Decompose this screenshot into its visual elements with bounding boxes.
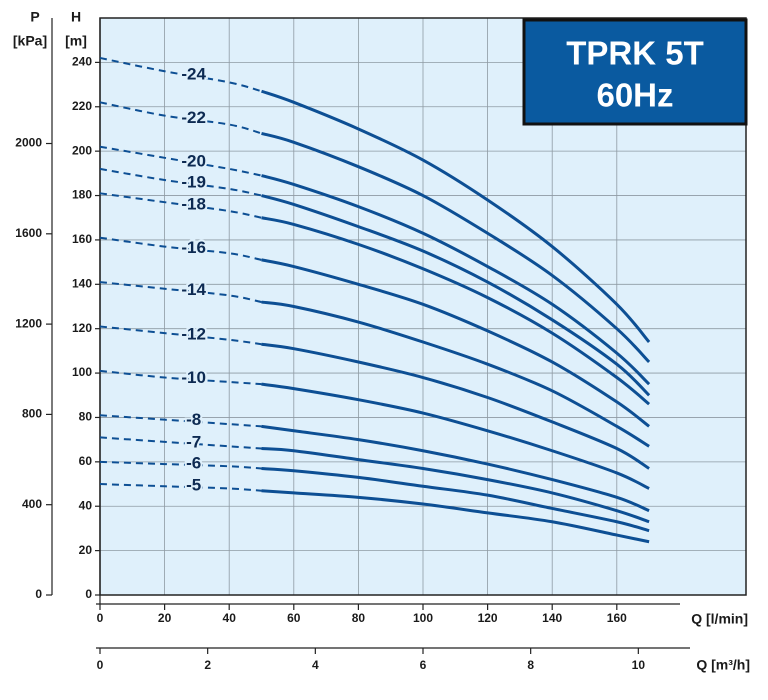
y-tick-label: 240 bbox=[72, 55, 92, 69]
curve bbox=[261, 131, 651, 364]
x2-tick-label: 4 bbox=[312, 658, 319, 672]
x-tick-label: 160 bbox=[607, 611, 627, 625]
y-tick-label: 0 bbox=[85, 587, 92, 601]
curve bbox=[261, 467, 650, 533]
curve-dashed bbox=[99, 325, 262, 346]
curve bbox=[261, 89, 651, 343]
y-tick-label: 40 bbox=[79, 498, 93, 512]
x2-tick-label: 8 bbox=[527, 658, 534, 672]
title: TPRK 5T bbox=[566, 35, 704, 72]
curve bbox=[261, 424, 650, 513]
x2-tick-label: 6 bbox=[420, 658, 427, 672]
curve-dashed bbox=[99, 281, 262, 304]
x2-axis-label: Q [m³/h] bbox=[696, 657, 750, 673]
p-tick-label: 0 bbox=[35, 587, 42, 601]
curve bbox=[261, 174, 651, 386]
p-axis-unit: [kPa] bbox=[13, 33, 47, 49]
series-label: -20 bbox=[181, 151, 206, 170]
series-label: -10 bbox=[181, 368, 206, 387]
y-tick-label: 100 bbox=[72, 365, 92, 379]
y-tick-label: 80 bbox=[79, 410, 93, 424]
curve-dashed bbox=[99, 101, 262, 135]
x2-tick-label: 2 bbox=[204, 658, 211, 672]
x-axis-label: Q [l/min] bbox=[691, 611, 748, 627]
subtitle: 60Hz bbox=[596, 77, 673, 114]
y-tick-label: 120 bbox=[72, 321, 92, 335]
y-tick-label: 140 bbox=[72, 276, 92, 290]
p-tick-label: 800 bbox=[22, 407, 42, 421]
curve bbox=[261, 300, 650, 448]
x-tick-label: 40 bbox=[223, 611, 237, 625]
series-label: -22 bbox=[181, 108, 206, 127]
curve-dashed bbox=[99, 192, 262, 219]
series-label: -24 bbox=[181, 65, 206, 84]
p-tick-label: 2000 bbox=[15, 136, 42, 150]
series-label: -7 bbox=[186, 432, 201, 451]
series-label: -14 bbox=[181, 280, 206, 299]
x-tick-label: 140 bbox=[542, 611, 562, 625]
curve-dashed bbox=[99, 414, 262, 428]
curve-dashed bbox=[99, 436, 262, 450]
curve bbox=[261, 194, 651, 397]
y-tick-label: 200 bbox=[72, 143, 92, 157]
curve bbox=[261, 382, 650, 490]
curve-dashed bbox=[99, 167, 262, 197]
curve bbox=[261, 216, 651, 406]
y-tick-label: 20 bbox=[79, 543, 93, 557]
x-tick-label: 0 bbox=[97, 611, 104, 625]
curve bbox=[261, 447, 650, 524]
series-label: -16 bbox=[181, 238, 206, 257]
p-axis-label: P bbox=[30, 9, 39, 25]
title-box bbox=[522, 18, 748, 126]
p-tick-label: 400 bbox=[22, 497, 42, 511]
curve-dashed bbox=[99, 483, 262, 492]
curve bbox=[261, 342, 650, 470]
series-label: -18 bbox=[181, 195, 206, 214]
x-tick-label: 100 bbox=[413, 611, 433, 625]
curve-dashed bbox=[99, 369, 262, 386]
series-label: -19 bbox=[181, 172, 206, 191]
x-tick-label: 60 bbox=[287, 611, 301, 625]
curve-dashed bbox=[99, 236, 262, 261]
curve-dashed bbox=[99, 460, 262, 470]
x-tick-label: 80 bbox=[352, 611, 366, 625]
y-tick-label: 180 bbox=[72, 188, 92, 202]
x2-tick-label: 10 bbox=[632, 658, 646, 672]
curve-dashed bbox=[99, 145, 262, 177]
curve bbox=[261, 489, 650, 544]
x-tick-label: 20 bbox=[158, 611, 172, 625]
x2-tick-label: 0 bbox=[97, 658, 104, 672]
series-label: -8 bbox=[186, 410, 201, 429]
p-tick-label: 1200 bbox=[15, 316, 42, 330]
y-axis-unit: [m] bbox=[65, 33, 87, 49]
p-tick-label: 1600 bbox=[15, 226, 42, 240]
x-tick-label: 120 bbox=[478, 611, 498, 625]
y-tick-label: 160 bbox=[72, 232, 92, 246]
y-axis-label: H bbox=[71, 9, 81, 25]
y-tick-label: 60 bbox=[79, 454, 93, 468]
series-label: -12 bbox=[181, 325, 206, 344]
series-label: -6 bbox=[186, 454, 201, 473]
series-label: -5 bbox=[186, 476, 201, 495]
curve-dashed bbox=[99, 56, 262, 93]
y-tick-label: 220 bbox=[72, 99, 92, 113]
curve bbox=[261, 258, 651, 428]
